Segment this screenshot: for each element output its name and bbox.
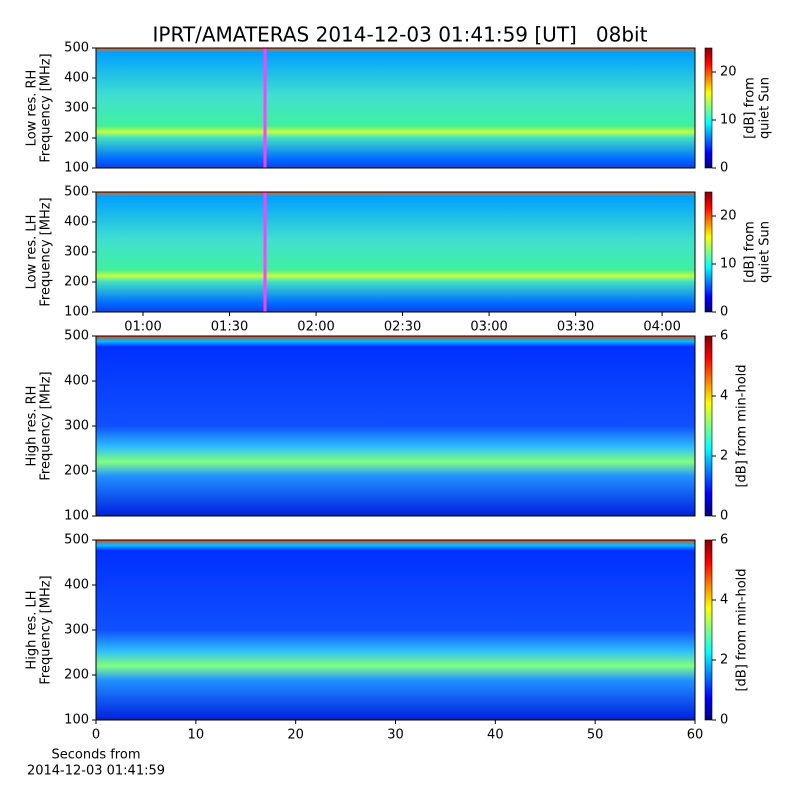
colorbar-label: [dB] from min-hold xyxy=(735,364,750,487)
y-tick-label: 300 xyxy=(64,245,89,260)
colorbar-tick-label: 0 xyxy=(720,713,728,728)
colorbar-tick-label: 10 xyxy=(720,113,737,128)
x-tick-label: 01:30 xyxy=(211,320,248,335)
y-tick-label: 300 xyxy=(64,419,89,434)
y-tick-label: 500 xyxy=(64,329,89,344)
spectrogram-image xyxy=(96,336,695,516)
y-tick-label: 100 xyxy=(64,713,89,728)
y-tick-label: 500 xyxy=(64,533,89,548)
y-axis-label: Low res. RH xyxy=(25,70,40,147)
y-axis-label: Low res. LH xyxy=(25,215,40,290)
y-tick-label: 400 xyxy=(64,374,89,389)
y-tick-label: 200 xyxy=(64,464,89,479)
y-tick-label: 400 xyxy=(64,71,89,86)
x-axis-label: Seconds from xyxy=(51,748,140,763)
y-tick-label: 100 xyxy=(64,161,89,176)
x-tick-label: 03:30 xyxy=(557,320,594,335)
y-tick-label: 400 xyxy=(64,215,89,230)
colorbar-label: quiet Sun xyxy=(758,221,773,283)
x-tick-label: 40 xyxy=(487,728,504,743)
x-axis-label: 2014-12-03 01:41:59 xyxy=(27,764,165,779)
colorbar-label: [dB] from min-hold xyxy=(735,568,750,691)
y-axis-label: Frequency [MHz] xyxy=(39,197,54,306)
colorbar-tick-label: 20 xyxy=(720,65,737,80)
y-axis-label: Frequency [MHz] xyxy=(39,371,54,480)
colorbar-tick-label: 4 xyxy=(720,593,728,608)
x-tick-label: 50 xyxy=(587,728,604,743)
colorbar xyxy=(704,335,713,517)
colorbar-tick-label: 4 xyxy=(720,389,728,404)
y-tick-label: 200 xyxy=(64,275,89,290)
colorbar-tick-label: 20 xyxy=(720,209,737,224)
x-tick-label: 60 xyxy=(687,728,704,743)
colorbar-tick-label: 2 xyxy=(720,653,728,668)
y-tick-label: 300 xyxy=(64,623,89,638)
colorbar-tick-label: 6 xyxy=(720,329,728,344)
y-axis-label: High res. RH xyxy=(25,386,40,467)
colorbar-label: [dB] from xyxy=(743,221,758,283)
colorbar-tick-label: 2 xyxy=(720,449,728,464)
x-tick-label: 20 xyxy=(287,728,304,743)
x-tick-label: 30 xyxy=(387,728,404,743)
x-tick-label: 03:00 xyxy=(470,320,507,335)
colorbar-tick-label: 0 xyxy=(720,509,728,524)
colorbar-tick-label: 0 xyxy=(720,305,728,320)
spectrogram-image xyxy=(96,540,695,720)
y-axis-label: Frequency [MHz] xyxy=(39,53,54,162)
colorbar-tick-label: 6 xyxy=(720,533,728,548)
colorbar-tick-label: 0 xyxy=(720,161,728,176)
colorbar-label: quiet Sun xyxy=(758,77,773,139)
x-tick-label: 01:00 xyxy=(124,320,161,335)
colorbar xyxy=(704,47,713,169)
y-tick-label: 100 xyxy=(64,305,89,320)
y-tick-label: 300 xyxy=(64,101,89,116)
x-tick-label: 10 xyxy=(188,728,205,743)
y-tick-label: 500 xyxy=(64,185,89,200)
spectrogram-image xyxy=(96,192,695,312)
y-tick-label: 200 xyxy=(64,668,89,683)
colorbar xyxy=(704,191,713,313)
x-tick-label: 02:00 xyxy=(297,320,334,335)
colorbar-label: [dB] from xyxy=(743,77,758,139)
y-axis-label: High res. LH xyxy=(25,590,40,669)
colorbar xyxy=(704,539,713,721)
figure-title: IPRT/AMATERAS 2014-12-03 01:41:59 [UT] 0… xyxy=(153,23,648,47)
y-tick-label: 100 xyxy=(64,509,89,524)
x-tick-label: 0 xyxy=(92,728,100,743)
spectrogram-image xyxy=(96,48,695,168)
y-tick-label: 200 xyxy=(64,131,89,146)
y-axis-label: Frequency [MHz] xyxy=(39,575,54,684)
y-tick-label: 500 xyxy=(64,41,89,56)
colorbar-tick-label: 10 xyxy=(720,257,737,272)
x-tick-label: 02:30 xyxy=(384,320,421,335)
y-tick-label: 400 xyxy=(64,578,89,593)
x-tick-label: 04:00 xyxy=(643,320,680,335)
